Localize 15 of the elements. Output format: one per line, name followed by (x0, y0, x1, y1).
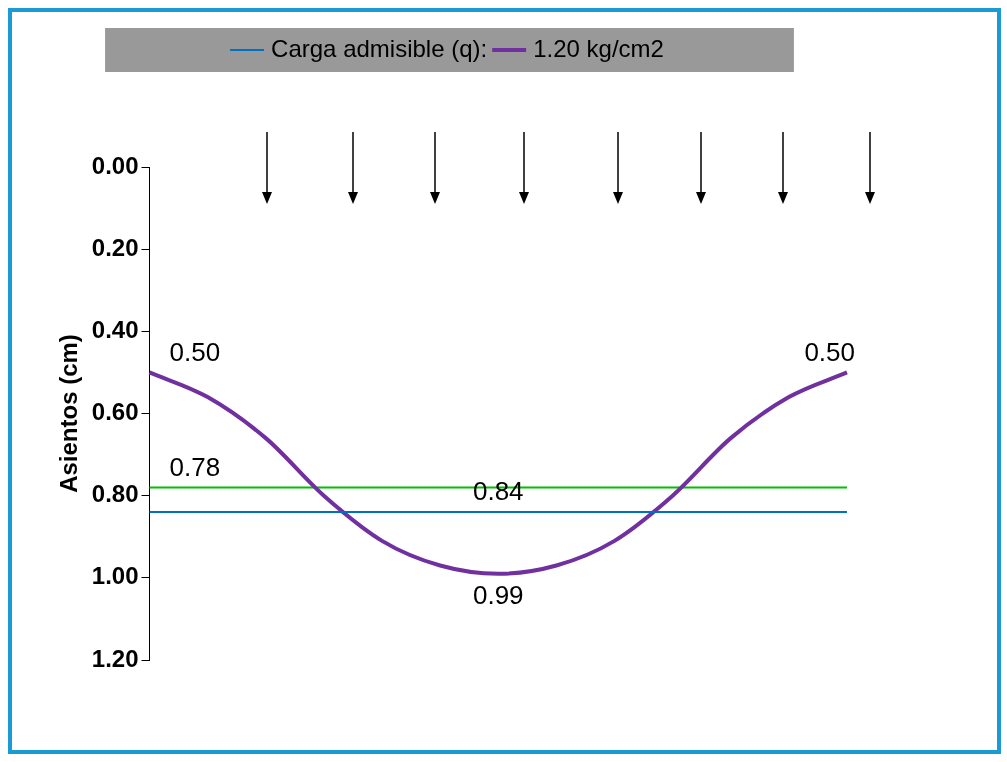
data-label: 0.50 (804, 336, 855, 367)
legend-label: 1.20 kg/cm2 (533, 34, 664, 62)
data-label: 0.99 (472, 579, 524, 610)
y-tick-label: 0.40 (91, 315, 139, 343)
y-tick-label: 0.60 (91, 398, 139, 426)
y-tick-label: 1.00 (91, 562, 139, 590)
legend-label: Carga admisible (q): (271, 34, 488, 62)
data-label: 0.78 (169, 451, 221, 482)
y-axis-title: Asientos (cm) (55, 334, 83, 493)
line-series (147, 370, 849, 576)
y-tick-label: 0.20 (91, 233, 139, 261)
y-tick-label: 1.20 (91, 644, 139, 672)
data-label: 0.50 (169, 336, 221, 367)
y-tick-label: 0.80 (91, 480, 139, 508)
y-tick-label: 0.00 (91, 151, 139, 179)
